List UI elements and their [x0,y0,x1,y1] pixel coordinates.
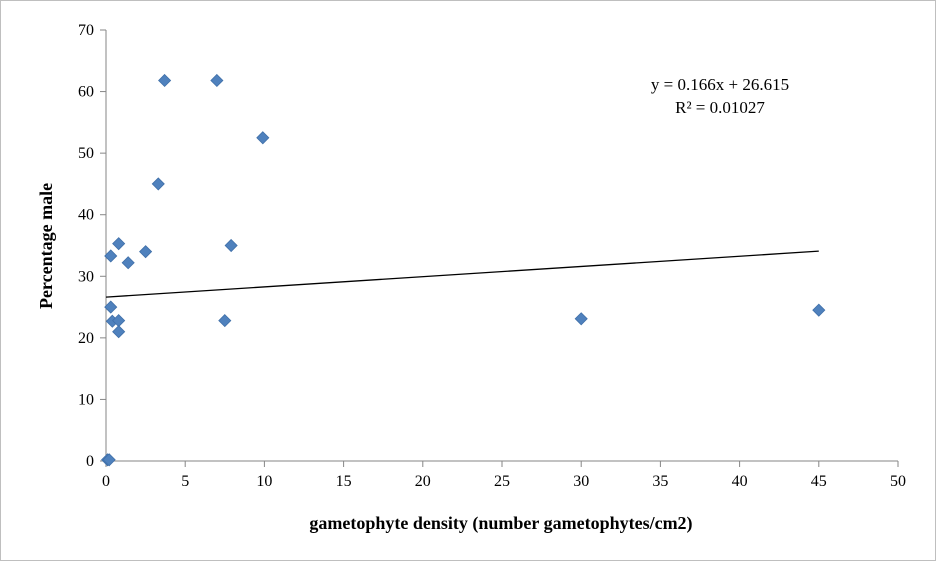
x-tick-label: 0 [102,473,110,490]
tick-labels: 0 10 20 30 40 50 60 70 0 5 10 15 20 25 30 35 40 45 50 [78,22,906,490]
data-point [224,238,238,253]
data-point [256,131,270,145]
y-tick-label: 40 [78,207,94,224]
y-tick-label: 70 [78,22,94,39]
trendline-group [105,250,819,298]
x-tick-label: 5 [181,473,189,490]
data-point [139,245,153,259]
x-tick-label: 10 [256,473,272,490]
data-point [812,303,826,317]
y-tick-label: 10 [78,391,94,408]
trendline-equation: y = 0.166x + 26.615 [651,75,789,94]
x-axis-title: gametophyte density (number gametophytes… [309,513,692,534]
x-tick-label: 45 [811,473,827,490]
x-tick-label: 40 [732,473,748,490]
y-tick-label: 50 [78,145,94,162]
x-tick-label: 25 [494,473,510,490]
y-tick-label: 30 [78,268,94,285]
x-tick-label: 35 [652,473,668,490]
y-axis-title: Percentage male [36,183,56,309]
data-point [102,453,116,467]
y-tick-label: 20 [78,330,94,347]
data-point [112,325,126,339]
x-tick-label: 15 [336,473,352,490]
x-tick-label: 20 [415,473,431,490]
data-point [104,300,118,314]
trendline [105,250,819,298]
data-point [210,73,224,88]
x-tick-label: 30 [573,473,589,490]
data-point [218,314,232,328]
axes [100,29,899,467]
data-point [574,312,588,326]
data-point [151,177,165,191]
data-point [121,256,135,270]
data-points [101,73,826,467]
y-tick-label: 0 [86,453,94,470]
data-point [158,73,172,88]
trendline-r2: R² = 0.01027 [675,98,765,117]
x-tick-label: 50 [890,473,906,490]
data-point [104,249,118,263]
data-point [112,237,126,251]
y-tick-label: 60 [78,84,94,101]
